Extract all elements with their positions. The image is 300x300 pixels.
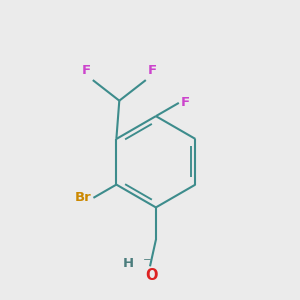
Text: −: − bbox=[142, 255, 152, 265]
Text: F: F bbox=[82, 64, 91, 77]
Text: F: F bbox=[147, 64, 156, 77]
Text: F: F bbox=[180, 96, 189, 110]
Text: Br: Br bbox=[75, 191, 92, 204]
Text: O: O bbox=[145, 268, 158, 283]
Text: H: H bbox=[123, 257, 134, 270]
